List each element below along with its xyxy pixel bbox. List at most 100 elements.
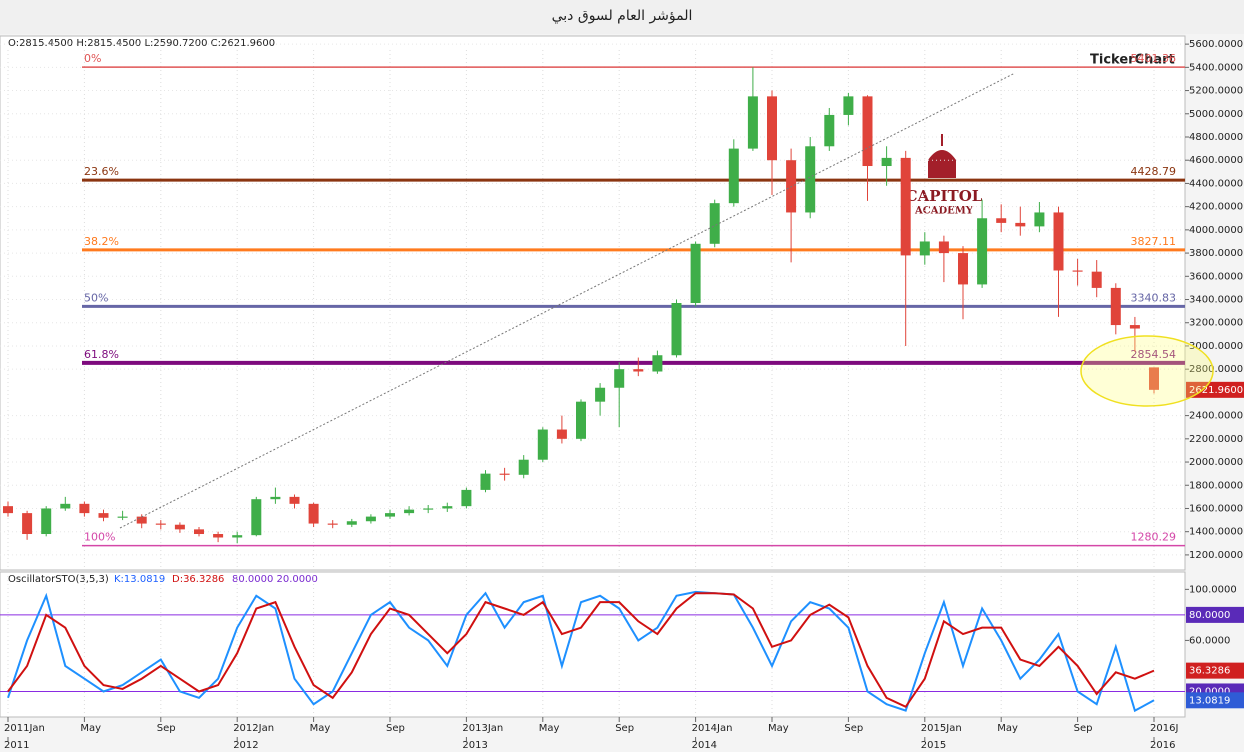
y-tick-label: 5000.0000	[1189, 109, 1243, 120]
price-panel	[0, 35, 1186, 571]
x-tick-label: 2015Jan	[921, 723, 962, 734]
candle-body	[1053, 212, 1064, 271]
value-tag-label: 13.0819	[1189, 695, 1230, 706]
y-tick-label: 3000.0000	[1189, 341, 1243, 352]
year-tick-label: 2015	[921, 740, 946, 751]
y-tick-label: 1200.0000	[1189, 550, 1243, 561]
highlight-ellipse	[1080, 335, 1214, 407]
candle-body	[958, 253, 968, 285]
candle-body	[117, 516, 128, 518]
candle-body	[518, 459, 529, 475]
candle-body	[1110, 287, 1121, 326]
candle-body	[728, 148, 739, 204]
y-tick-label: 2000.0000	[1189, 457, 1243, 468]
candle-body	[1034, 212, 1045, 227]
trend-line	[119, 72, 1016, 529]
candle-body	[155, 523, 166, 525]
candle-body	[671, 303, 682, 356]
candle-body	[919, 241, 930, 256]
y-tick-label: 4400.0000	[1189, 178, 1243, 189]
candle-body	[977, 218, 988, 285]
x-tick-label: May	[997, 723, 1018, 734]
candle-body	[767, 96, 777, 161]
candle-body	[423, 508, 434, 510]
fib-name: 61.8%	[84, 348, 119, 361]
candle-body	[194, 529, 204, 535]
candle-body	[805, 146, 816, 213]
value-tag-label: 36.3286	[1189, 666, 1230, 677]
year-tick-label: 2011	[4, 740, 29, 751]
ohlc-header: O:2815.4500 H:2815.4500 L:2590.7200 C:26…	[8, 38, 275, 49]
candle-body	[556, 429, 567, 439]
year-tick-label: 2013	[462, 740, 487, 751]
candle-body	[862, 96, 873, 167]
candle-body	[633, 369, 644, 372]
candle-body	[174, 524, 185, 530]
year-tick-label: 2014	[692, 740, 717, 751]
candle-body	[60, 503, 71, 509]
y-tick-label: 2400.0000	[1189, 411, 1243, 422]
candle-body	[900, 157, 911, 256]
y-tick-label: 3200.0000	[1189, 318, 1243, 329]
level-tag	[1186, 606, 1244, 623]
fib-value: 5401.36	[1131, 52, 1177, 65]
candle-body	[480, 473, 491, 490]
y-tick-label: 100.0000	[1189, 584, 1237, 595]
x-tick-label: 2014Jan	[692, 723, 733, 734]
x-tick-label: May	[80, 723, 101, 734]
y-tick-label: 1400.0000	[1189, 527, 1243, 538]
candle-body	[79, 503, 90, 514]
x-tick-label: 2012Jan	[233, 723, 274, 734]
candle-body	[270, 496, 281, 500]
x-tick-label: 2013Jan	[462, 723, 503, 734]
candle-body	[385, 513, 395, 517]
candle-body	[938, 241, 949, 254]
fib-value: 4428.79	[1131, 165, 1177, 178]
y-tick-label: 4600.0000	[1189, 155, 1243, 166]
x-tick-label: Sep	[844, 723, 863, 734]
fib-name: 0%	[84, 52, 101, 65]
x-tick-label: Sep	[1074, 723, 1093, 734]
y-tick-label: 4800.0000	[1189, 132, 1243, 143]
levels-header: 80.0000 20.0000	[232, 574, 318, 585]
fib-value: 3827.11	[1131, 235, 1177, 248]
candle-body	[327, 523, 338, 525]
candle-body	[652, 355, 663, 372]
logo-icon	[928, 150, 956, 178]
y-tick-label: 3800.0000	[1189, 248, 1243, 259]
candle-body	[747, 96, 758, 149]
year-tick-label: 2016	[1150, 740, 1175, 751]
logo-title: CAPITOL	[906, 187, 983, 205]
k-header: K:13.0819	[114, 574, 165, 585]
candle-body	[843, 96, 854, 115]
d-header: D:36.3286	[172, 574, 224, 585]
fib-name: 23.6%	[84, 165, 119, 178]
candle-body	[346, 521, 357, 525]
x-tick-label: Sep	[157, 723, 176, 734]
logo-subtitle: ACADEMY	[914, 206, 974, 217]
candle-body	[136, 516, 147, 524]
candle-body	[442, 506, 453, 509]
plot-layer: 2011Jan May Sep 2012Jan May Sep 2013Jan May Sep 2…	[0, 39, 1244, 751]
chart-title: المؤشر العام لسوق دبي	[552, 8, 693, 24]
y-tick-label: 5400.0000	[1189, 62, 1243, 73]
x-tick-label: May	[310, 723, 331, 734]
candle-body	[537, 429, 548, 460]
candle-body	[1015, 222, 1026, 227]
candle-body	[289, 496, 300, 504]
value-tag	[1186, 692, 1244, 709]
y-tick-label: 2200.0000	[1189, 434, 1243, 445]
candle-body	[22, 513, 33, 535]
candle-body	[3, 506, 13, 514]
candle-body	[98, 513, 109, 518]
y-tick-label: 3600.0000	[1189, 271, 1243, 282]
fib-name: 50%	[84, 291, 108, 304]
candle-body	[1129, 325, 1140, 329]
fib-value: 1280.29	[1131, 531, 1177, 544]
x-tick-label: 2016J	[1150, 723, 1178, 734]
candle-body	[1149, 367, 1159, 390]
fib-name: 100%	[84, 531, 115, 544]
y-tick-label: 4200.0000	[1189, 202, 1243, 213]
candle-body	[1072, 270, 1083, 272]
